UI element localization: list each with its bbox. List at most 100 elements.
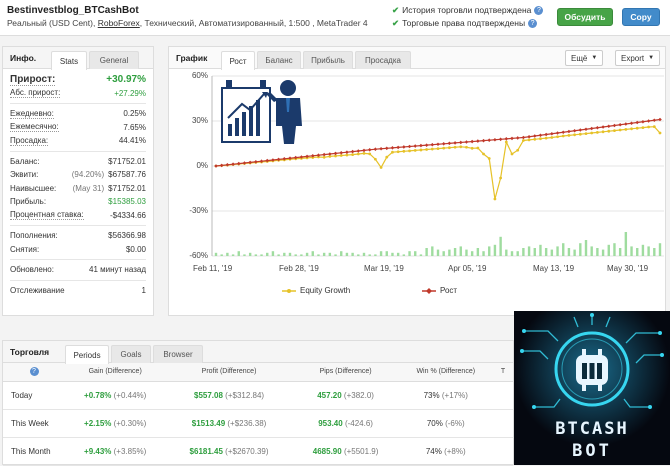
gain-diff: (+0.44%) bbox=[113, 390, 147, 400]
info-panel-header: Инфо. Stats General bbox=[3, 47, 153, 70]
profit-value: $1513.49 bbox=[191, 418, 226, 428]
drawdown-row: Просадка: 44.41% bbox=[10, 134, 146, 148]
tab-profit[interactable]: Прибыль bbox=[303, 51, 353, 69]
balance-label: Баланс: bbox=[10, 156, 40, 166]
abs-growth-row: Абс. прирост: +27.29% bbox=[10, 87, 146, 101]
tab-goals[interactable]: Goals bbox=[111, 345, 151, 363]
check-icon: ✔ bbox=[392, 5, 400, 15]
account-header: Bestinvestblog_BTCashBot Реальный (USD C… bbox=[0, 0, 670, 36]
periods-table: ? Gain (Difference) Profit (Difference) … bbox=[3, 363, 513, 466]
deposits-label: Пополнения: bbox=[10, 231, 58, 241]
daily-label: Ежедневно: bbox=[10, 108, 54, 119]
col-trades[interactable]: T bbox=[493, 363, 513, 382]
discuss-button[interactable]: Обсудить bbox=[557, 8, 613, 26]
equity-row: Эквити: (94.20%) $67587.76 bbox=[10, 168, 146, 182]
profit-value: $6181.45 bbox=[189, 446, 223, 456]
x-tick-label: Mar 19, '19 bbox=[364, 264, 404, 273]
monthly-value: 7.65% bbox=[123, 122, 146, 132]
chevron-down-icon: ▼ bbox=[591, 55, 598, 61]
interest-label: Процентная ставка: bbox=[10, 210, 84, 221]
gain-diff: (+0.30%) bbox=[113, 418, 147, 428]
export-dropdown[interactable]: Export ▼ bbox=[615, 50, 661, 66]
tracking-value: 1 bbox=[141, 285, 146, 295]
chart-panel: График Рост Баланс Прибыль Просадка Ещё ▼… bbox=[168, 46, 666, 316]
drawdown-value: 44.41% bbox=[118, 136, 146, 146]
help-icon[interactable]: ? bbox=[534, 6, 544, 15]
profit-value: $557.08 bbox=[194, 390, 223, 400]
highest-row: Наивысшее: (May 31) $71752.01 bbox=[10, 182, 146, 196]
legend-equity-growth[interactable]: Equity Growth bbox=[282, 286, 350, 295]
drawdown-label: Просадка: bbox=[10, 135, 49, 146]
legend-line-icon bbox=[282, 288, 296, 293]
updated-label: Обновлено: bbox=[10, 265, 54, 275]
col-gain[interactable]: Gain (Difference) bbox=[65, 363, 166, 382]
daily-value: 0.25% bbox=[123, 109, 146, 119]
help-icon[interactable]: ? bbox=[528, 19, 538, 28]
table-row: This Month +9.43% (+3.85%) $6181.45 (+$2… bbox=[3, 437, 513, 466]
tab-browser[interactable]: Browser bbox=[153, 345, 203, 363]
profit-value: $15385.03 bbox=[108, 197, 146, 207]
gain-value: +0.78% bbox=[84, 390, 112, 400]
pips-value: 4685.90 bbox=[312, 446, 342, 456]
legend-growth[interactable]: Рост bbox=[422, 286, 457, 295]
gain-diff: (+3.85%) bbox=[113, 446, 147, 456]
win-diff: (+17%) bbox=[441, 390, 468, 400]
tab-general[interactable]: General bbox=[89, 51, 139, 69]
tab-periods[interactable]: Periods bbox=[65, 345, 109, 364]
period-label: This Month bbox=[3, 437, 65, 466]
legend-label: Рост bbox=[440, 286, 458, 295]
tab-balance[interactable]: Баланс bbox=[257, 51, 301, 69]
growth-value: +30.97% bbox=[106, 74, 146, 86]
col-pips[interactable]: Pips (Difference) bbox=[292, 363, 399, 382]
gain-value: +9.43% bbox=[84, 446, 112, 456]
pips-diff: (+382.0) bbox=[343, 390, 374, 400]
x-tick-label: Feb 11, '19 bbox=[193, 264, 233, 273]
growth-row: Прирост: +30.97% bbox=[10, 73, 146, 87]
deposits-row: Пополнения: $56366.98 bbox=[10, 229, 146, 243]
help-icon[interactable]: ? bbox=[29, 367, 39, 377]
gain-value: +2.15% bbox=[84, 418, 112, 428]
tab-growth[interactable]: Рост bbox=[221, 51, 255, 70]
interest-value: -$4334.66 bbox=[109, 210, 146, 220]
info-title: Инфо. bbox=[10, 53, 37, 63]
win-value: 73% bbox=[423, 390, 440, 400]
chevron-down-icon: ▼ bbox=[648, 55, 655, 61]
x-tick-label: Feb 28, '19 bbox=[279, 264, 319, 273]
tab-drawdown[interactable]: Просадка bbox=[355, 51, 411, 69]
trading-panel: Торговля Periods Goals Browser ? Gain (D… bbox=[2, 340, 514, 466]
withdrawals-value: $0.00 bbox=[125, 244, 146, 254]
col-profit[interactable]: Profit (Difference) bbox=[165, 363, 293, 382]
monthly-row: Ежемесячно: 7.65% bbox=[10, 121, 146, 135]
trading-verified: ✔ Торговые права подтверждены? bbox=[392, 18, 538, 29]
profit-diff: (+$236.38) bbox=[227, 418, 267, 428]
copy-button[interactable]: Copy bbox=[622, 8, 660, 26]
win-diff: (-6%) bbox=[445, 418, 465, 428]
account-suffix: , Технический, Автоматизированный, 1:500… bbox=[139, 18, 368, 28]
btcash-bot-logo: BTCASH BOT bbox=[514, 311, 670, 465]
interest-row: Процентная ставка: -$4334.66 bbox=[10, 209, 146, 223]
table-row: This Week +2.15% (+0.30%) $1513.49 (+$23… bbox=[3, 409, 513, 438]
chart-panel-header: График Рост Баланс Прибыль Просадка Ещё ▼… bbox=[169, 47, 665, 70]
tracking-row: Отслеживание 1 bbox=[10, 284, 146, 298]
logo-text-line1: BTCASH bbox=[555, 419, 629, 439]
check-icon: ✔ bbox=[392, 18, 400, 28]
more-dropdown[interactable]: Ещё ▼ bbox=[565, 50, 604, 66]
withdrawals-row: Снятия: $0.00 bbox=[10, 243, 146, 257]
period-label: Today bbox=[3, 381, 65, 410]
more-label: Ещё bbox=[571, 53, 588, 63]
updated-row: Обновлено: 41 минут назад bbox=[10, 263, 146, 277]
broker-link[interactable]: RoboForex bbox=[97, 18, 140, 28]
col-win[interactable]: Win % (Difference) bbox=[398, 363, 493, 382]
highest-date: (May 31) bbox=[72, 183, 105, 193]
equity-value: $67587.76 bbox=[108, 170, 146, 180]
pips-diff: (-424.6) bbox=[344, 418, 373, 428]
tab-stats[interactable]: Stats bbox=[51, 51, 87, 70]
export-label: Export bbox=[621, 53, 645, 63]
balance-value: $71752.01 bbox=[108, 156, 146, 166]
y-tick-label: -60% bbox=[189, 251, 208, 260]
period-label: This Week bbox=[3, 409, 65, 438]
history-verified-text: История торговли подтверждена bbox=[402, 5, 532, 15]
abs-growth-value: +27.29% bbox=[114, 88, 146, 98]
profit-diff: (+$2670.39) bbox=[225, 446, 269, 456]
pips-diff: (+5501.9) bbox=[343, 446, 379, 456]
